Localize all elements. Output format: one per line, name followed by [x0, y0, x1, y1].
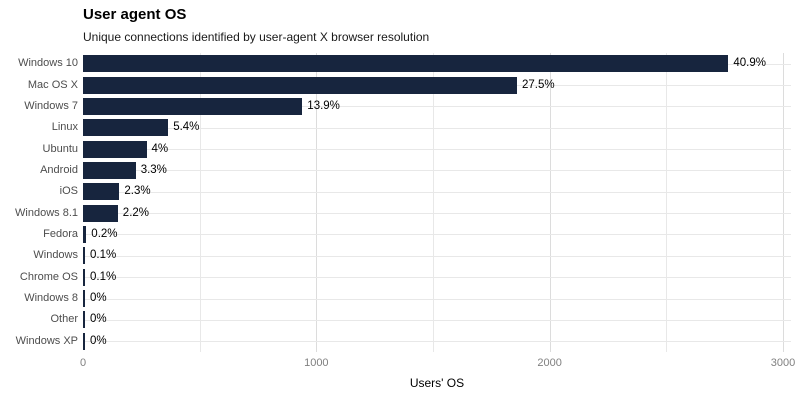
- row-gridline-chrome-os: [83, 277, 791, 278]
- row-gridline-android: [83, 170, 791, 171]
- x-major-gridline-3000: [783, 53, 784, 352]
- row-gridline-ubuntu: [83, 149, 791, 150]
- value-label-windows-10: 40.9%: [733, 57, 766, 69]
- value-label-windows: 0.1%: [90, 249, 117, 261]
- chart-title: User agent OS: [83, 6, 187, 23]
- chart-subtitle: Unique connections identified by user-ag…: [83, 30, 430, 44]
- bar-chrome-os[interactable]: [83, 269, 85, 286]
- x-minor-gridline-500: [199, 53, 201, 352]
- category-label-fedora: Fedora: [43, 228, 78, 240]
- row-gridline-windows-7: [83, 106, 791, 107]
- category-label-windows-xp: Windows XP: [15, 335, 78, 347]
- value-label-linux: 5.4%: [173, 121, 200, 133]
- value-label-ios: 2.3%: [124, 185, 151, 197]
- bar-windows[interactable]: [83, 247, 85, 264]
- row-gridline-windows: [83, 256, 791, 257]
- x-minor-gridline-1500: [433, 53, 434, 352]
- x-minor-gridline-2500: [666, 53, 668, 352]
- category-label-ubuntu: Ubuntu: [42, 143, 78, 155]
- row-gridline-linux: [83, 128, 791, 129]
- x-major-gridline-1000: [316, 53, 318, 352]
- category-label-mac-os-x: Mac OS X: [27, 79, 78, 91]
- category-label-ios: iOS: [59, 185, 78, 197]
- x-tick-label-2000: 2000: [537, 357, 562, 369]
- category-label-windows-7: Windows 7: [24, 100, 78, 112]
- value-label-ubuntu: 4%: [151, 143, 169, 155]
- row-gridline-windows-xp: [83, 341, 791, 342]
- value-label-mac-os-x: 27.5%: [522, 79, 555, 91]
- row-gridline-windows-8: [83, 299, 791, 300]
- bar-linux[interactable]: [83, 119, 169, 136]
- category-label-windows-8-1: Windows 8.1: [15, 207, 78, 219]
- x-axis-title: Users' OS: [409, 376, 465, 390]
- category-label-linux: Linux: [51, 121, 78, 133]
- value-label-windows-8-1: 2.2%: [122, 207, 150, 219]
- bar-android[interactable]: [83, 162, 136, 179]
- row-gridline-fedora: [83, 234, 791, 235]
- x-tick-label-0: 0: [79, 357, 87, 369]
- bar-windows-10[interactable]: [83, 55, 729, 72]
- row-gridline-other: [83, 320, 791, 321]
- row-gridline-windows-8-1: [83, 213, 791, 214]
- bar-windows-8[interactable]: [83, 290, 85, 307]
- bar-windows-7[interactable]: [83, 98, 303, 115]
- bar-ubuntu[interactable]: [83, 141, 147, 158]
- value-label-windows-8: 0%: [90, 292, 107, 304]
- value-label-fedora: 0.2%: [91, 228, 118, 240]
- category-label-windows: Windows: [33, 249, 78, 261]
- bar-other[interactable]: [83, 311, 85, 328]
- bar-mac-os-x[interactable]: [83, 77, 517, 94]
- value-label-chrome-os: 0.1%: [90, 271, 117, 283]
- category-label-other: Other: [50, 313, 78, 325]
- category-label-windows-10: Windows 10: [18, 57, 78, 69]
- bar-fedora[interactable]: [83, 226, 87, 243]
- category-label-chrome-os: Chrome OS: [19, 271, 78, 283]
- value-label-windows-xp: 0%: [90, 335, 107, 347]
- x-major-gridline-2000: [549, 53, 551, 352]
- category-label-windows-8: Windows 8: [24, 292, 78, 304]
- value-label-windows-7: 13.9%: [307, 100, 340, 112]
- bar-windows-xp[interactable]: [83, 333, 85, 350]
- value-label-other: 0%: [90, 313, 107, 325]
- bar-ios[interactable]: [83, 183, 120, 200]
- x-tick-label-1000: 1000: [304, 357, 329, 369]
- category-label-android: Android: [40, 164, 78, 176]
- row-gridline-ios: [83, 192, 791, 193]
- x-tick-label-3000: 3000: [770, 357, 796, 369]
- value-label-android: 3.3%: [140, 164, 167, 176]
- bar-windows-8-1[interactable]: [83, 205, 118, 222]
